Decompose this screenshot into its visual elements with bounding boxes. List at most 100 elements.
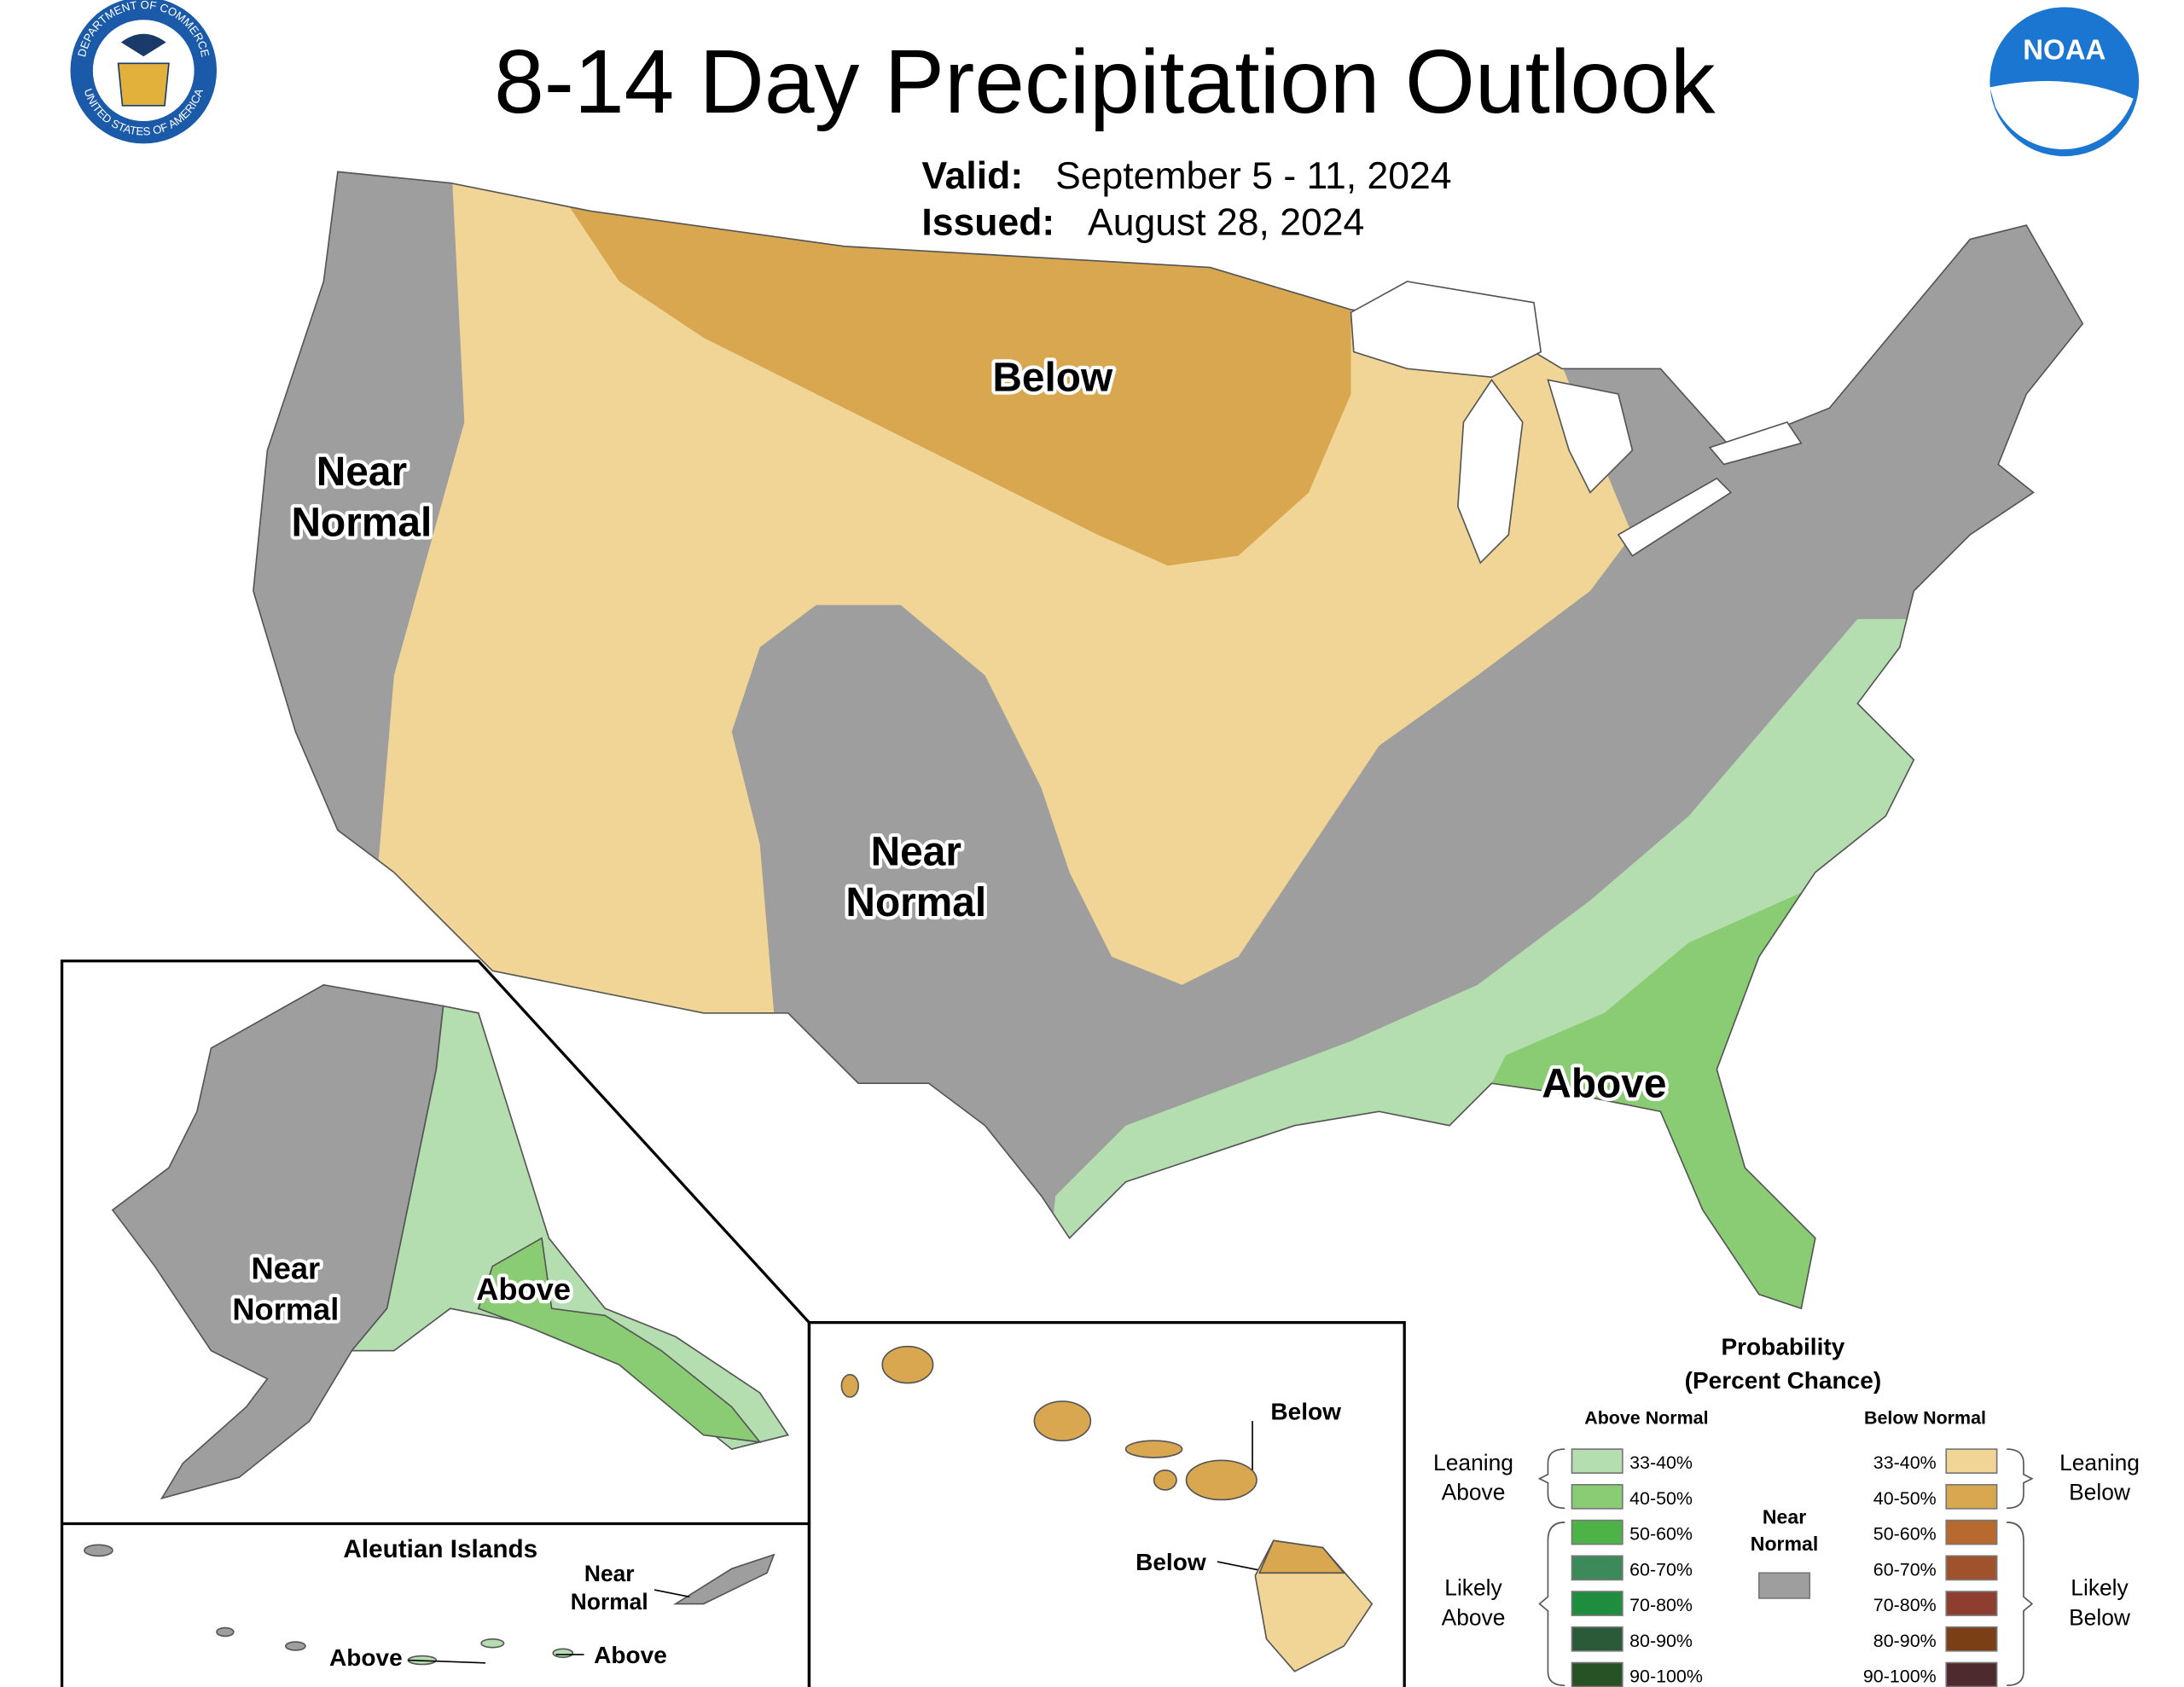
legend-bin-label: 60-70%: [1629, 1559, 1693, 1580]
legend-title: Probability (Percent Chance): [1685, 1334, 1882, 1394]
legend-swatch: [1945, 1448, 1998, 1474]
lake-michigan: [1457, 379, 1524, 565]
label-line: Above: [476, 1272, 571, 1307]
region-label: Aleutian Islands: [343, 1535, 537, 1563]
commerce-seal: DEPARTMENT OF COMMERCE UNITED STATES OF …: [70, 0, 217, 144]
label-line: Leaning: [1433, 1450, 1513, 1475]
leader: [653, 1589, 690, 1598]
legend-swatch: [1571, 1661, 1623, 1687]
brace: [2007, 1448, 2034, 1510]
legend-bin-label: 33-40%: [1629, 1452, 1693, 1473]
legend-bin-label: 90-100%: [1863, 1667, 1937, 1687]
legend-bin-label: 70-80%: [1873, 1595, 1937, 1615]
label-line: Normal: [292, 501, 433, 546]
label-line: Normal: [845, 880, 986, 925]
legend-swatch: [1945, 1626, 1998, 1652]
region-label: Above: [1542, 1062, 1666, 1107]
legend-header: Above Normal: [1584, 1407, 1708, 1428]
alaska-near-normal: [111, 983, 444, 1500]
label-line: Near: [317, 449, 407, 495]
noaa-logo: NOAA: [1989, 7, 2140, 157]
molokai: [1124, 1440, 1183, 1458]
label-line: Below: [2069, 1479, 2131, 1504]
legend-swatch: [1945, 1591, 1998, 1616]
island: [84, 1544, 113, 1557]
valid-label: Valid:: [921, 155, 1023, 197]
title: 8-14 Day Precipitation Outlook: [494, 32, 1716, 132]
lake-ontario: [1708, 421, 1803, 466]
valid-date: September 5 - 11, 2024: [1055, 155, 1451, 197]
legend-swatch: [1571, 1591, 1623, 1616]
legend-group: Leaning Above: [1433, 1450, 1513, 1505]
aleutian-east: [672, 1553, 775, 1605]
region-label: Below: [1136, 1549, 1206, 1575]
legend-swatch: [1571, 1626, 1623, 1652]
lake-erie: [1617, 477, 1733, 557]
legend-near-label: Near Normal: [1751, 1506, 1819, 1555]
region-label: Above: [594, 1642, 667, 1668]
island: [285, 1641, 306, 1651]
lake-superior: [1350, 281, 1542, 379]
hawaii-islands: [840, 1345, 1374, 1673]
legend-swatch: [1758, 1572, 1811, 1599]
legend-bin-label: 40-50%: [1873, 1488, 1937, 1509]
label-line: Near: [871, 830, 961, 875]
label-line: Below: [992, 356, 1113, 401]
legend-swatch: [1945, 1519, 1998, 1545]
legend-swatch: [1945, 1484, 1998, 1510]
label-line: Below: [2069, 1604, 2131, 1630]
noaa-text: NOAA: [2023, 33, 2106, 65]
seal-shield: [117, 62, 170, 107]
legend-swatch: [1571, 1484, 1623, 1510]
brace: [1538, 1522, 1565, 1687]
legend-header: Below Normal: [1864, 1407, 1986, 1428]
region-label: Near Normal: [232, 1251, 339, 1327]
label-line: Near: [252, 1251, 321, 1286]
label-line: Above: [1442, 1479, 1506, 1504]
label-line: Normal: [571, 1589, 648, 1615]
legend-bin-label: 90-100%: [1629, 1667, 1703, 1687]
hawaii-frame: [807, 1320, 1406, 1687]
lake-huron: [1547, 379, 1634, 494]
legend-bin-label: 60-70%: [1873, 1559, 1937, 1580]
label-line: Below: [1270, 1398, 1341, 1424]
region-label: Near Normal: [292, 449, 433, 545]
maui: [1185, 1459, 1258, 1501]
label-line: Likely: [1444, 1575, 1502, 1601]
legend-swatch: [1945, 1661, 1998, 1687]
oahu: [1033, 1400, 1092, 1442]
leader-lines: [408, 1421, 1274, 1664]
label-line: (Percent Chance): [1685, 1367, 1882, 1394]
label-line: Probability: [1721, 1334, 1844, 1360]
label-line: Above: [1542, 1062, 1666, 1107]
lanai: [1153, 1470, 1177, 1491]
label-line: Likely: [2071, 1575, 2129, 1601]
label-line: Normal: [232, 1291, 339, 1326]
leader: [408, 1659, 486, 1664]
legend-bin-label: 50-60%: [1629, 1524, 1693, 1545]
label-line: Above: [329, 1644, 403, 1671]
label-line: Leaning: [2059, 1450, 2140, 1475]
legend-group: Likely Above: [1442, 1575, 1506, 1631]
legend-swatch: [1571, 1519, 1623, 1545]
legend-swatch: [1571, 1555, 1623, 1581]
legend-group: Likely Below: [2069, 1575, 2131, 1631]
legend-swatch: [1571, 1448, 1623, 1474]
legend-group: Leaning Below: [2059, 1450, 2140, 1505]
region-label: Above: [329, 1644, 403, 1671]
alaska-above-40-50: [477, 1237, 762, 1443]
region-label: Near Normal: [571, 1561, 648, 1615]
region-label: Below: [992, 356, 1113, 401]
legend: Probability (Percent Chance) Above Normal…: [1433, 1334, 2140, 1687]
brace: [2007, 1522, 2034, 1687]
noaa-gull: [1989, 80, 2134, 150]
legend-braces: [1537, 1448, 2034, 1687]
legend-bin-label: 50-60%: [1873, 1524, 1937, 1545]
label-line: Above: [1442, 1604, 1506, 1630]
niihau: [840, 1373, 860, 1398]
region-label: Above: [476, 1272, 571, 1307]
region-label: Below: [1270, 1398, 1341, 1424]
region-label: Near Normal: [845, 830, 986, 925]
label-line: Normal: [1751, 1533, 1819, 1555]
